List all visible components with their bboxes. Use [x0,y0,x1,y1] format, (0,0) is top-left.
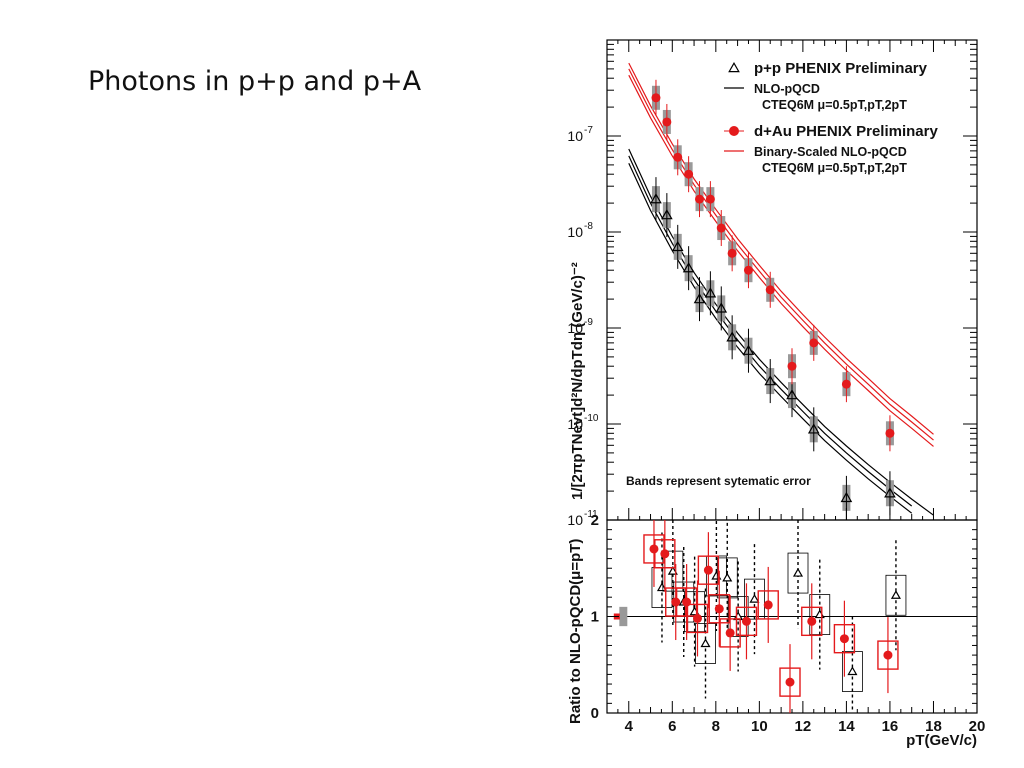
dau-data-point [684,169,694,179]
pp-ratio-point [749,593,760,603]
pp-ratio-point [700,638,711,648]
y-tick-label: 10 [567,224,583,240]
pp-data-point [786,389,798,400]
x-tick-label: 6 [668,718,676,735]
dau-data-point [787,361,797,371]
pp-ratio-point [656,582,668,592]
y-tick-label: 0 [591,705,599,722]
x-tick-label: 18 [925,718,942,735]
slide-title: Photons in p+p and p+A [88,66,422,97]
dau-data-point [716,223,726,233]
x-tick-label: 14 [838,718,855,735]
x-tick-label: 12 [795,718,812,735]
y-tick-label: 10 [567,416,583,432]
dau-ratio-point [660,549,670,559]
pp-data-point [840,491,853,503]
dau-ratio-point [807,616,817,626]
x-tick-label: 20 [969,718,986,735]
pp-data-point [661,209,673,220]
pp-ratio-point [722,572,733,582]
pp-ratio-point [814,609,825,619]
dau-ratio-point [703,565,713,575]
pp-data-point [764,375,777,386]
dau-ratio-point [693,613,702,623]
dau-ratio-point [714,604,724,614]
dau-ratio-point [883,650,893,660]
nlo-curve [628,155,913,507]
pp-ratio-point [890,590,901,599]
dau-data-point [841,379,851,389]
dau-data-point [727,248,737,258]
pp-data-point [715,302,728,313]
y-tick-exponent: -11 [584,509,598,520]
legend-label: NLO-pQCD [754,82,820,96]
pp-data-point [884,487,896,498]
pp-data-point [742,344,755,355]
y-tick-exponent: -9 [584,317,593,328]
dau-ratio-point [682,597,692,607]
dau-data-point [885,428,895,438]
dau-data-point [673,152,683,162]
legend-dau-marker [729,126,739,136]
pp-normalization-band [619,606,628,627]
pp-data-point [671,240,684,252]
dau-data-point [705,194,715,204]
y-tick-label: 10 [567,512,583,528]
top-panel-points [650,79,896,520]
top-panel-frame [606,39,978,521]
pp-data-point [682,262,695,273]
nlo-curve [628,162,913,514]
dau-ratio-point [649,544,659,554]
pp-ratio-point [847,666,858,676]
x-tick-label: 16 [882,718,899,735]
x-tick-label: 10 [751,718,768,735]
x-tick-label: 8 [712,718,720,735]
legend-label: d+Au PHENIX Preliminary [754,123,938,140]
dau-ratio-point [785,677,795,687]
top-y-axis-label: 1/[2πpTNevt]d²N/dpTdη (GeV/c)⁻² [569,262,586,500]
dau-ratio-point [741,616,751,626]
dau-ratio-point [671,597,681,607]
legend-label: Binary-Scaled NLO-pQCD [754,145,907,159]
y-tick-label: 1 [591,609,599,626]
legend-label: p+p PHENIX Preliminary [754,60,928,77]
pp-data-point [704,287,717,298]
x-tick-label: 4 [625,718,634,735]
bottom-y-axis-label: Ratio to NLO-pQCD(μ=pT) [567,539,584,724]
pp-data-point [693,293,706,304]
y-tick-label: 10 [567,320,583,336]
dau-ratio-point [763,600,773,610]
dau-ratio-point [839,634,849,644]
nlo-curve [628,148,934,516]
legend: p+p PHENIX Preliminary NLO-pQCD CTEQ6M μ=0… [724,60,938,175]
y-tick-label: 2 [591,512,599,529]
y-tick-exponent: -7 [584,125,593,136]
y-tick-exponent: -8 [584,221,593,232]
y-tick-exponent: -10 [584,413,599,424]
dau-data-point [809,338,819,348]
dau-ratio-point [725,628,735,638]
bottom-panel-points [643,520,907,713]
x-axis-label: pT(GeV/c) [906,732,977,749]
pp-data-point [650,193,662,204]
axis-ticks [607,40,977,714]
y-tick-label: 10 [567,128,583,144]
pp-ratio-point [792,567,804,577]
dau-data-point [743,265,753,275]
legend-label: CTEQ6M μ=0.5pT,pT,2pT [762,161,907,175]
dau-data-point [662,117,672,127]
dau-data-point [765,285,775,295]
dau-data-point [695,194,704,204]
pp-ratio-point [667,565,678,575]
legend-label: CTEQ6M μ=0.5pT,pT,2pT [762,98,907,112]
band-annotation: Bands represent sytematic error [626,474,811,488]
legend-pp-marker [728,61,740,73]
dau-data-point [651,93,661,103]
pp-data-point [726,331,738,342]
pp-data-point [807,423,820,434]
